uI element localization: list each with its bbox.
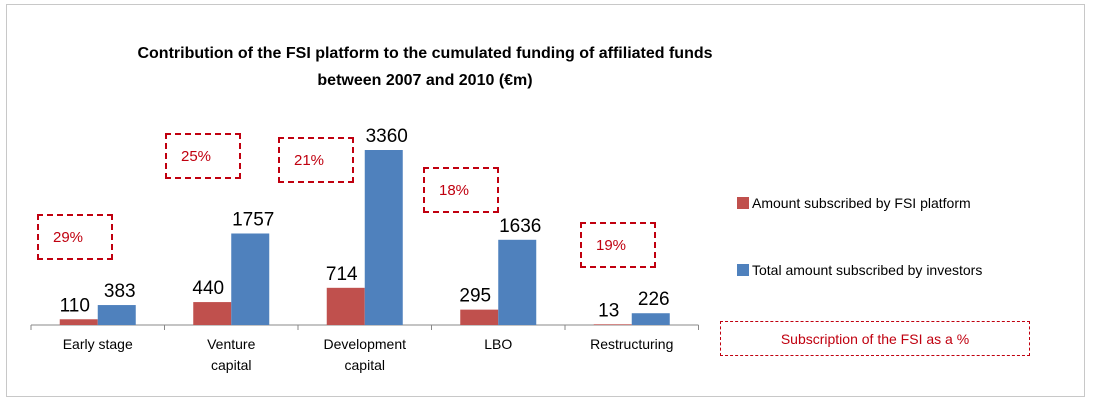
annotation: 21% — [278, 137, 354, 183]
bar — [59, 319, 98, 325]
chart-frame — [6, 4, 1085, 397]
chart-title: between 2007 and 2010 (€m) — [317, 72, 533, 89]
data-label: 226 — [638, 289, 670, 310]
annotation: 18% — [423, 167, 499, 213]
bar — [326, 287, 365, 325]
annotation-legend: Subscription of the FSI as a % — [720, 321, 1030, 356]
x-tick-label-text: Early stage — [62, 336, 133, 352]
x-tick-label: Restructuring — [565, 334, 699, 355]
annotation: 29% — [37, 214, 113, 260]
x-tick-label-text: Restructuring — [590, 336, 674, 352]
bar — [97, 305, 136, 325]
data-label: 3360 — [366, 126, 408, 147]
data-label: 295 — [459, 286, 491, 307]
data-label: 440 — [192, 278, 224, 299]
data-label: 13 — [598, 300, 619, 321]
legend-entry: Amount subscribed by FSI platform — [752, 195, 971, 211]
bar — [631, 313, 670, 325]
data-label: 1636 — [499, 216, 541, 237]
x-tick-label: LBO — [432, 334, 566, 355]
x-tick-label: Development capital — [298, 334, 432, 376]
data-label: 714 — [326, 264, 358, 285]
legend-swatch — [737, 197, 749, 209]
x-tick-label-text: Development capital — [323, 336, 407, 373]
bar — [231, 233, 270, 325]
bar — [593, 324, 632, 325]
x-tick-label: Early stage — [31, 334, 165, 355]
bar — [364, 150, 403, 325]
annotation: 25% — [165, 133, 241, 179]
chart-title: Contribution of the FSI platform to the … — [137, 45, 713, 62]
x-tick-label: Venture capital — [165, 334, 299, 376]
legend-entry: Total amount subscribed by investors — [752, 262, 983, 278]
bar — [193, 302, 232, 325]
data-label: 383 — [104, 281, 136, 302]
data-label: 110 — [60, 295, 90, 316]
legend-swatch — [737, 264, 749, 276]
annotation: 19% — [580, 222, 656, 268]
bar — [460, 309, 499, 325]
x-tick-label-text: LBO — [484, 336, 513, 352]
x-tick-label-text: Venture capital — [207, 336, 256, 373]
bar — [498, 239, 537, 325]
data-label: 1757 — [232, 209, 274, 230]
